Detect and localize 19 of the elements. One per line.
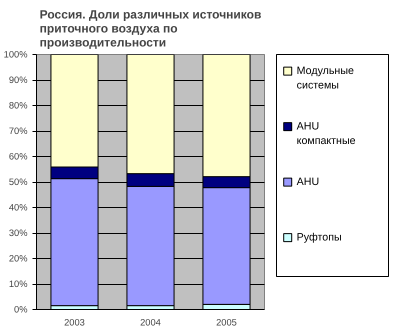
legend-label: Руфтопы bbox=[296, 232, 342, 244]
y-tick-label: 0% bbox=[14, 304, 28, 314]
y-tick-label: 90% bbox=[8, 75, 28, 85]
y-tick-label: 80% bbox=[8, 100, 28, 110]
y-tick-label: 10% bbox=[8, 279, 28, 289]
y-tick-label: 100% bbox=[4, 50, 28, 60]
y-tick-label: 70% bbox=[8, 126, 28, 136]
chart-title: Россия. Доли различных источников приточного воздуха по производительности bbox=[40, 8, 262, 50]
x-tick-label: 2003 bbox=[64, 318, 85, 328]
legend-label: AHU bbox=[296, 176, 320, 188]
x-tick-label: 2004 bbox=[140, 318, 161, 328]
y-tick-label: 30% bbox=[8, 228, 28, 238]
y-tick-label: 60% bbox=[8, 152, 28, 162]
y-tick-label: 40% bbox=[8, 202, 28, 212]
y-tick-label: 50% bbox=[8, 177, 28, 187]
legend-label: Модульные системы bbox=[296, 65, 354, 92]
legend-label: AHU компактные bbox=[296, 120, 356, 148]
x-tick-label: 2005 bbox=[216, 318, 237, 328]
y-tick-label: 20% bbox=[8, 254, 28, 264]
